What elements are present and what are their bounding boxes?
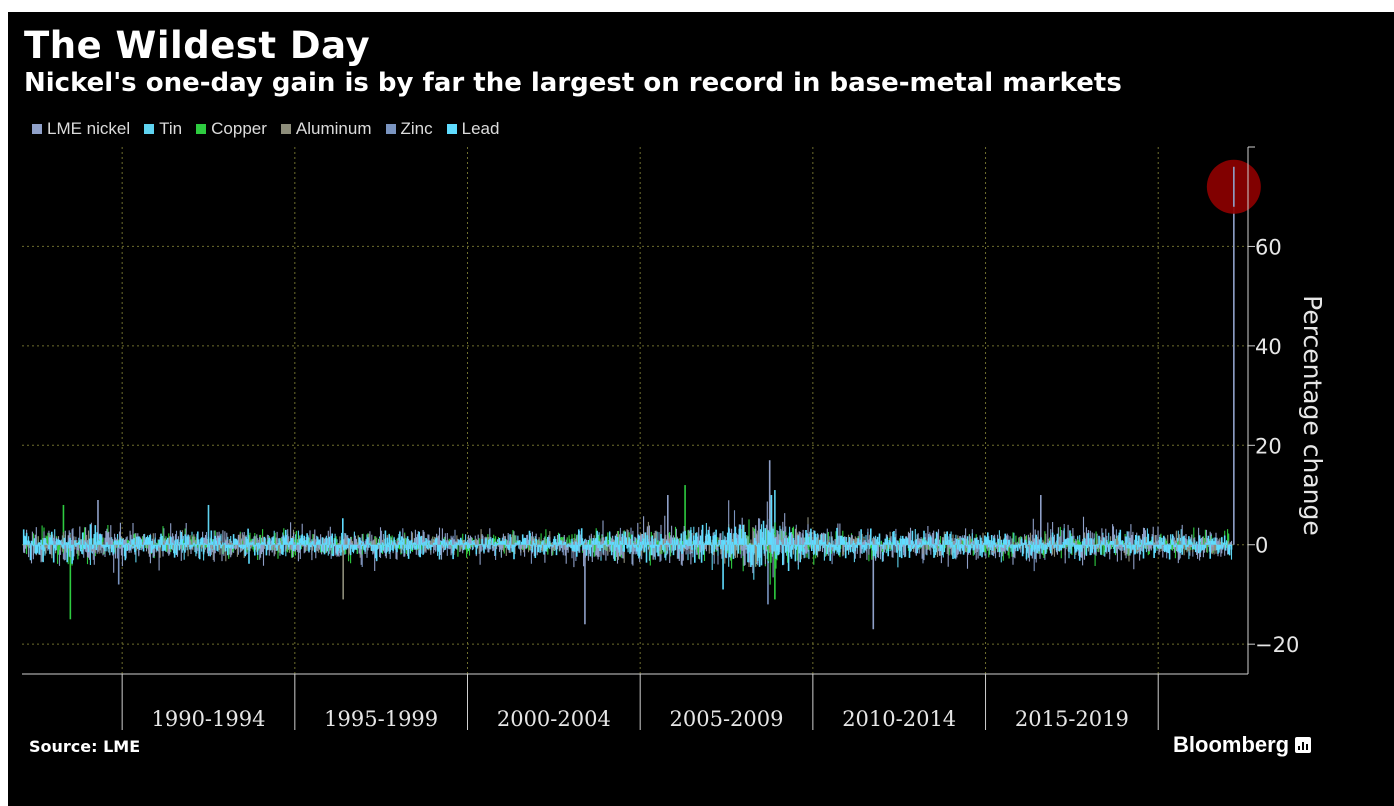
- legend-item-copper: Copper: [196, 119, 267, 139]
- legend-item-tin: Tin: [144, 119, 182, 139]
- x-tick-label: 2000-2004: [497, 707, 611, 731]
- legend-swatch: [385, 124, 396, 134]
- legend-swatch: [280, 124, 291, 134]
- chart-subtitle: Nickel's one-day gain is by far the larg…: [24, 68, 1122, 98]
- x-tick-label: 2005-2009: [670, 707, 784, 731]
- chart-plot: 60 40 20 0 −20 Percentage change 1990-1994 1995…: [22, 146, 1327, 731]
- legend-item-aluminum: Aluminum: [280, 119, 372, 139]
- legend-label: Lead: [461, 119, 500, 138]
- legend-label: LME nickel: [47, 119, 131, 138]
- series-zinc: [23, 510, 1233, 605]
- legend: LME nickel Tin Copper Aluminum Zinc Lead: [32, 117, 513, 141]
- chart-frame: The Wildest Day Nickel's one-day gain is…: [8, 12, 1394, 806]
- legend-swatch: [32, 124, 42, 134]
- x-tick-label: 1995-1999: [324, 707, 438, 731]
- legend-swatch: [196, 124, 207, 134]
- y-tick-label: 40: [1255, 335, 1282, 359]
- legend-label: Tin: [159, 119, 183, 138]
- x-tick-label: 1990-1994: [151, 707, 265, 731]
- y-tick-label: 20: [1255, 434, 1282, 458]
- bar-chart-icon: [1295, 737, 1312, 753]
- legend-item-lme-nickel: LME nickel: [32, 119, 130, 139]
- y-tick-label: −20: [1255, 633, 1299, 657]
- y-axis-label: Percentage change: [1298, 295, 1327, 536]
- series-noise: [22, 518, 1233, 571]
- series-lead: [22, 495, 1233, 590]
- bloomberg-logo: Bloomberg: [1173, 732, 1312, 758]
- brand-label: Bloomberg: [1173, 732, 1290, 757]
- chart-title: The Wildest Day: [24, 24, 371, 67]
- series-lme-nickel: [23, 186, 1235, 630]
- x-tick-label: 2010-2014: [842, 707, 956, 731]
- legend-swatch: [144, 124, 155, 134]
- legend-item-lead: Lead: [446, 119, 500, 139]
- legend-label: Aluminum: [295, 119, 372, 138]
- y-tick-label: 60: [1255, 235, 1282, 259]
- legend-swatch: [446, 124, 457, 134]
- source-note: Source: LME: [29, 737, 141, 756]
- legend-label: Zinc: [400, 119, 433, 138]
- legend-label: Copper: [211, 119, 267, 138]
- y-tick-label: 0: [1255, 534, 1268, 558]
- x-tick-label: 2015-2019: [1015, 707, 1129, 731]
- legend-item-zinc: Zinc: [385, 119, 433, 139]
